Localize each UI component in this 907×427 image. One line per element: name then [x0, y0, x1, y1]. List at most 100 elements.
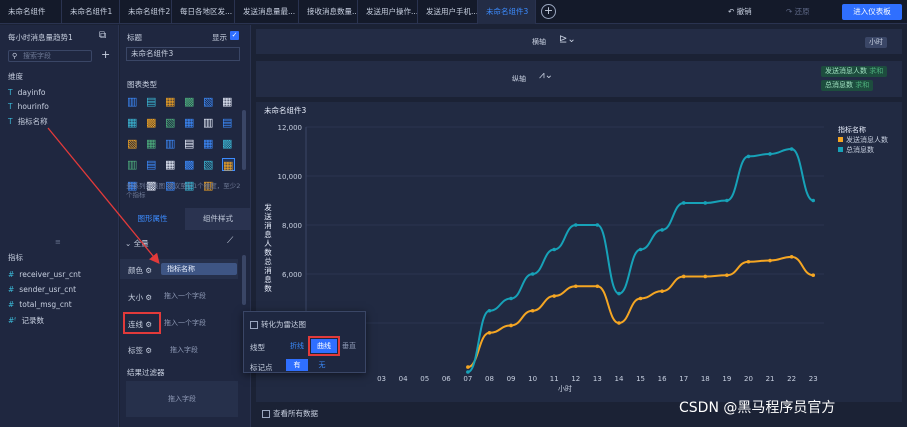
chart-type-option-2-3[interactable]: ▤	[184, 137, 195, 150]
x-field-chip[interactable]: 小时	[865, 37, 887, 48]
convert-radar-option[interactable]: 转化为雷达图	[250, 319, 306, 330]
x-tick-label: 22	[787, 375, 796, 383]
tab-5[interactable]: 接收消息数量...	[299, 0, 358, 24]
chart-type-option-3-5[interactable]: ▦	[222, 158, 235, 172]
chart-type-option-3-4[interactable]: ▧	[203, 158, 214, 171]
chart-type-option-0-1[interactable]: ▤	[146, 95, 157, 108]
chart-type-option-3-0[interactable]: ▥	[127, 158, 138, 171]
view-all-checkbox[interactable]	[262, 410, 270, 418]
axis-type-icon[interactable]: ⊵⌄	[559, 34, 576, 45]
chart-type-option-2-0[interactable]: ▧	[127, 137, 138, 150]
chart-type-option-0-4[interactable]: ▧	[203, 95, 214, 108]
tab-6[interactable]: 发送用户操作...	[358, 0, 418, 24]
y-field-chip-total[interactable]: 总消息数 求和	[821, 80, 874, 91]
chart-type-option-0-2[interactable]: ▦	[165, 95, 176, 108]
tab-7[interactable]: 发送用户手机...	[418, 0, 478, 24]
dimension-field-metric-name[interactable]: T 指标名称	[8, 117, 48, 126]
title-input[interactable]: 未命名组件3	[126, 47, 240, 61]
chart-type-option-1-0[interactable]: ▦	[127, 116, 138, 129]
line-type-polyline[interactable]: 折线	[290, 342, 304, 350]
line-type-vertical[interactable]: 垂直	[342, 342, 356, 350]
line-type-curve[interactable]: 曲线	[311, 339, 337, 353]
size-drop-zone[interactable]: 拖入一个字段	[164, 292, 206, 300]
series-point-0	[487, 331, 492, 335]
tag-drop-zone[interactable]: 拖入字段	[170, 346, 198, 354]
x-tick-label: 09	[507, 375, 516, 383]
chart-type-option-4-2[interactable]: ▧	[165, 179, 176, 192]
chart-type-option-2-4[interactable]: ▦	[203, 137, 214, 150]
tab-active[interactable]: 未命名组件3	[478, 0, 536, 24]
tab-component-style[interactable]: 组件样式	[185, 208, 251, 230]
redo-label: 还原	[794, 7, 810, 16]
splitter-handle[interactable]: ≡	[55, 238, 61, 246]
show-title-checkbox[interactable]: ✓	[230, 31, 239, 40]
chart-type-option-3-1[interactable]: ▤	[146, 158, 157, 171]
number-type-icon: #	[8, 285, 15, 294]
chart-type-option-3-2[interactable]: ▦	[165, 158, 176, 171]
measure-field-receiver[interactable]: # receiver_usr_cnt	[8, 270, 81, 279]
enter-dashboard-button[interactable]: 进入仪表板	[842, 4, 902, 20]
chart-type-option-2-5[interactable]: ▩	[222, 137, 233, 150]
undo-button[interactable]: ↶ 撤销	[728, 6, 752, 17]
view-all-data[interactable]: 查看所有数据	[262, 408, 318, 419]
marker-label: 标记点	[250, 363, 273, 372]
series-point-1	[552, 247, 557, 252]
chart-grid-scrollbar[interactable]	[242, 110, 246, 170]
add-tab-button[interactable]: +	[541, 4, 556, 19]
text-type-icon: T	[8, 102, 13, 111]
chart-type-option-1-1[interactable]: ▩	[146, 116, 157, 129]
redo-button[interactable]: ↷ 还原	[786, 6, 810, 17]
measure-field-total[interactable]: # total_msg_cnt	[8, 300, 72, 309]
copy-icon[interactable]: ⧉	[99, 30, 107, 41]
chart-type-option-0-3[interactable]: ▩	[184, 95, 195, 108]
y-axis-title-char: 数	[264, 247, 272, 257]
chart-type-option-1-3[interactable]: ▦	[184, 116, 195, 129]
property-scrollbar[interactable]	[242, 255, 246, 305]
chart-type-option-0-5[interactable]: ▦	[222, 95, 233, 108]
series-point-0	[509, 323, 513, 328]
y-tick-label: 10,000	[278, 173, 303, 181]
tab-2[interactable]: 未命名组件2	[120, 0, 172, 24]
calc-field-icon: #ᶠ	[8, 316, 17, 325]
tab-0[interactable]: 未命名组件	[0, 0, 62, 24]
legend-swatch-1	[838, 147, 843, 152]
tab-4[interactable]: 发送消息量最...	[235, 0, 299, 24]
tab-3[interactable]: 每日各地区发...	[172, 0, 235, 24]
marker-no[interactable]: 无	[318, 361, 326, 369]
size-row: 大小 ⚙ 拖入一个字段	[120, 286, 238, 306]
line-drop-zone[interactable]: 拖入一个字段	[164, 319, 206, 327]
chart-type-option-2-2[interactable]: ▥	[165, 137, 176, 150]
measure-field-count[interactable]: #ᶠ 记录数	[8, 316, 45, 325]
chart-type-option-4-4[interactable]: ▥	[203, 179, 214, 192]
chart-type-option-4-3[interactable]: ▦	[184, 179, 195, 192]
tab-graph-properties[interactable]: 图形属性	[120, 208, 185, 230]
y-field-chip-sender[interactable]: 发送消息人数 求和	[821, 66, 888, 77]
tab-1[interactable]: 未命名组件1	[62, 0, 120, 24]
measure-field-sender[interactable]: # sender_usr_cnt	[8, 285, 77, 294]
line-chart: 未命名组件34,0006,0008,00010,00012,000发送消息人数总…	[264, 105, 888, 393]
series-point-1	[530, 272, 535, 276]
chart-type-option-3-3[interactable]: ▩	[184, 158, 195, 171]
legend-label-0: 发送消息人数	[846, 135, 888, 144]
series-point-1	[746, 154, 751, 159]
series-point-1	[811, 198, 816, 203]
line-type-icon[interactable]: ⩘⌄	[539, 70, 554, 81]
chart-type-option-1-2[interactable]: ▧	[165, 116, 176, 129]
marker-yes[interactable]: 有	[286, 359, 308, 371]
line-label[interactable]: 连线 ⚙	[128, 320, 153, 329]
chart-type-option-1-5[interactable]: ▤	[222, 116, 233, 129]
settings-icon: ⚙	[145, 346, 153, 355]
chart-type-option-1-4[interactable]: ▥	[203, 116, 214, 129]
color-field-chip[interactable]: 指标名称	[161, 263, 237, 275]
chart-type-option-2-1[interactable]: ▦	[146, 137, 157, 150]
x-tick-label: 13	[593, 375, 602, 383]
chart-type-option-0-0[interactable]: ▥	[127, 95, 138, 108]
add-field-icon[interactable]: +	[101, 48, 111, 61]
all-toggle[interactable]: ⌄ 全量	[125, 239, 149, 248]
search-input[interactable]: ⚲ 搜索字段	[8, 50, 92, 62]
convert-checkbox[interactable]	[250, 321, 258, 329]
series-point-0	[530, 308, 535, 313]
filter-drop-zone[interactable]: 拖入字段	[126, 381, 238, 417]
